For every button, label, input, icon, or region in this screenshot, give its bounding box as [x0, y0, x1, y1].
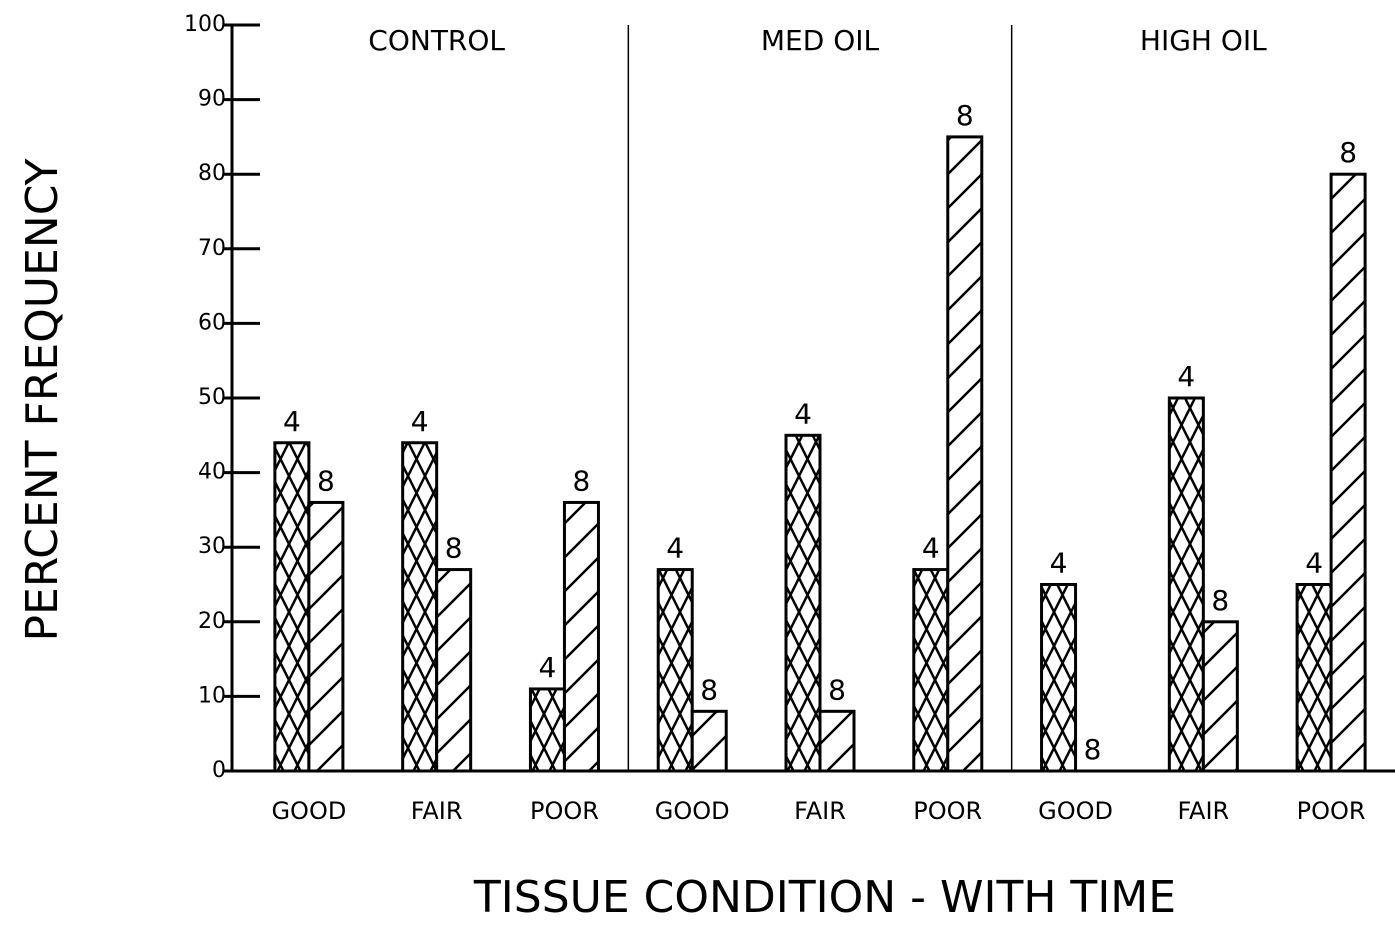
x-tick-label: GOOD	[271, 797, 346, 825]
bar-series-label: 8	[317, 464, 335, 497]
bar-series-label: 4	[794, 397, 812, 430]
bar-series-label: 8	[1084, 733, 1102, 766]
x-tick-label: POOR	[530, 797, 599, 825]
y-tick-label: 0	[212, 758, 226, 783]
bar-series-label: 4	[411, 405, 429, 438]
bar	[784, 433, 822, 773]
y-tick-label: 50	[198, 385, 226, 410]
bar	[1295, 583, 1333, 773]
x-tick-label: GOOD	[655, 797, 730, 825]
group-label: CONTROL	[368, 24, 505, 57]
bar	[1167, 396, 1205, 773]
group-label: MED OIL	[761, 24, 880, 57]
bar	[690, 709, 728, 773]
y-tick-label: 30	[198, 534, 226, 559]
group-label: HIGH OIL	[1140, 24, 1267, 57]
bar-series-label: 8	[1339, 136, 1357, 169]
bar-series-label: 4	[1305, 547, 1323, 580]
bar-series-label: 8	[445, 532, 463, 565]
bar	[818, 709, 856, 773]
y-tick-label: 10	[198, 683, 226, 708]
x-tick-label: FAIR	[1177, 797, 1229, 825]
y-tick-label: 60	[198, 310, 226, 335]
bar-series-label: 4	[666, 532, 684, 565]
bar-series-label: 8	[956, 99, 974, 132]
y-tick-label: 100	[184, 12, 226, 37]
bar	[1040, 583, 1078, 773]
bar	[912, 568, 950, 773]
bar-series-label: 8	[828, 673, 846, 706]
bar-series-label: 4	[539, 651, 557, 684]
bar-series-label: 8	[1211, 584, 1229, 617]
bar	[946, 135, 984, 773]
y-tick-label: 90	[198, 87, 226, 112]
bar-series-label: 8	[700, 673, 718, 706]
x-tick-label: FAIR	[411, 797, 463, 825]
y-tick-label: 80	[198, 161, 226, 186]
bar	[528, 687, 566, 773]
bar-series-label: 4	[922, 532, 940, 565]
x-axis-label: TISSUE CONDITION - WITH TIME	[473, 872, 1176, 923]
x-tick-label: GOOD	[1038, 797, 1113, 825]
bar-series-label: 4	[283, 405, 301, 438]
bar	[273, 441, 311, 773]
y-axis-label: PERCENT FREQUENCY	[17, 158, 68, 641]
bar	[1201, 620, 1239, 773]
bar	[401, 441, 439, 773]
bar	[307, 500, 345, 773]
y-tick-label: 70	[198, 236, 226, 261]
x-tick-label: POOR	[1297, 797, 1366, 825]
bar	[435, 568, 473, 773]
bar	[656, 568, 694, 773]
x-tick-label: POOR	[913, 797, 982, 825]
bar	[1329, 172, 1367, 773]
bar-series-label: 8	[573, 464, 591, 497]
y-tick-label: 20	[198, 609, 226, 634]
bar-series-label: 4	[1177, 360, 1195, 393]
y-tick-label: 40	[198, 460, 226, 485]
bar-series-label: 4	[1050, 547, 1068, 580]
x-tick-label: FAIR	[794, 797, 846, 825]
bar	[562, 500, 600, 773]
